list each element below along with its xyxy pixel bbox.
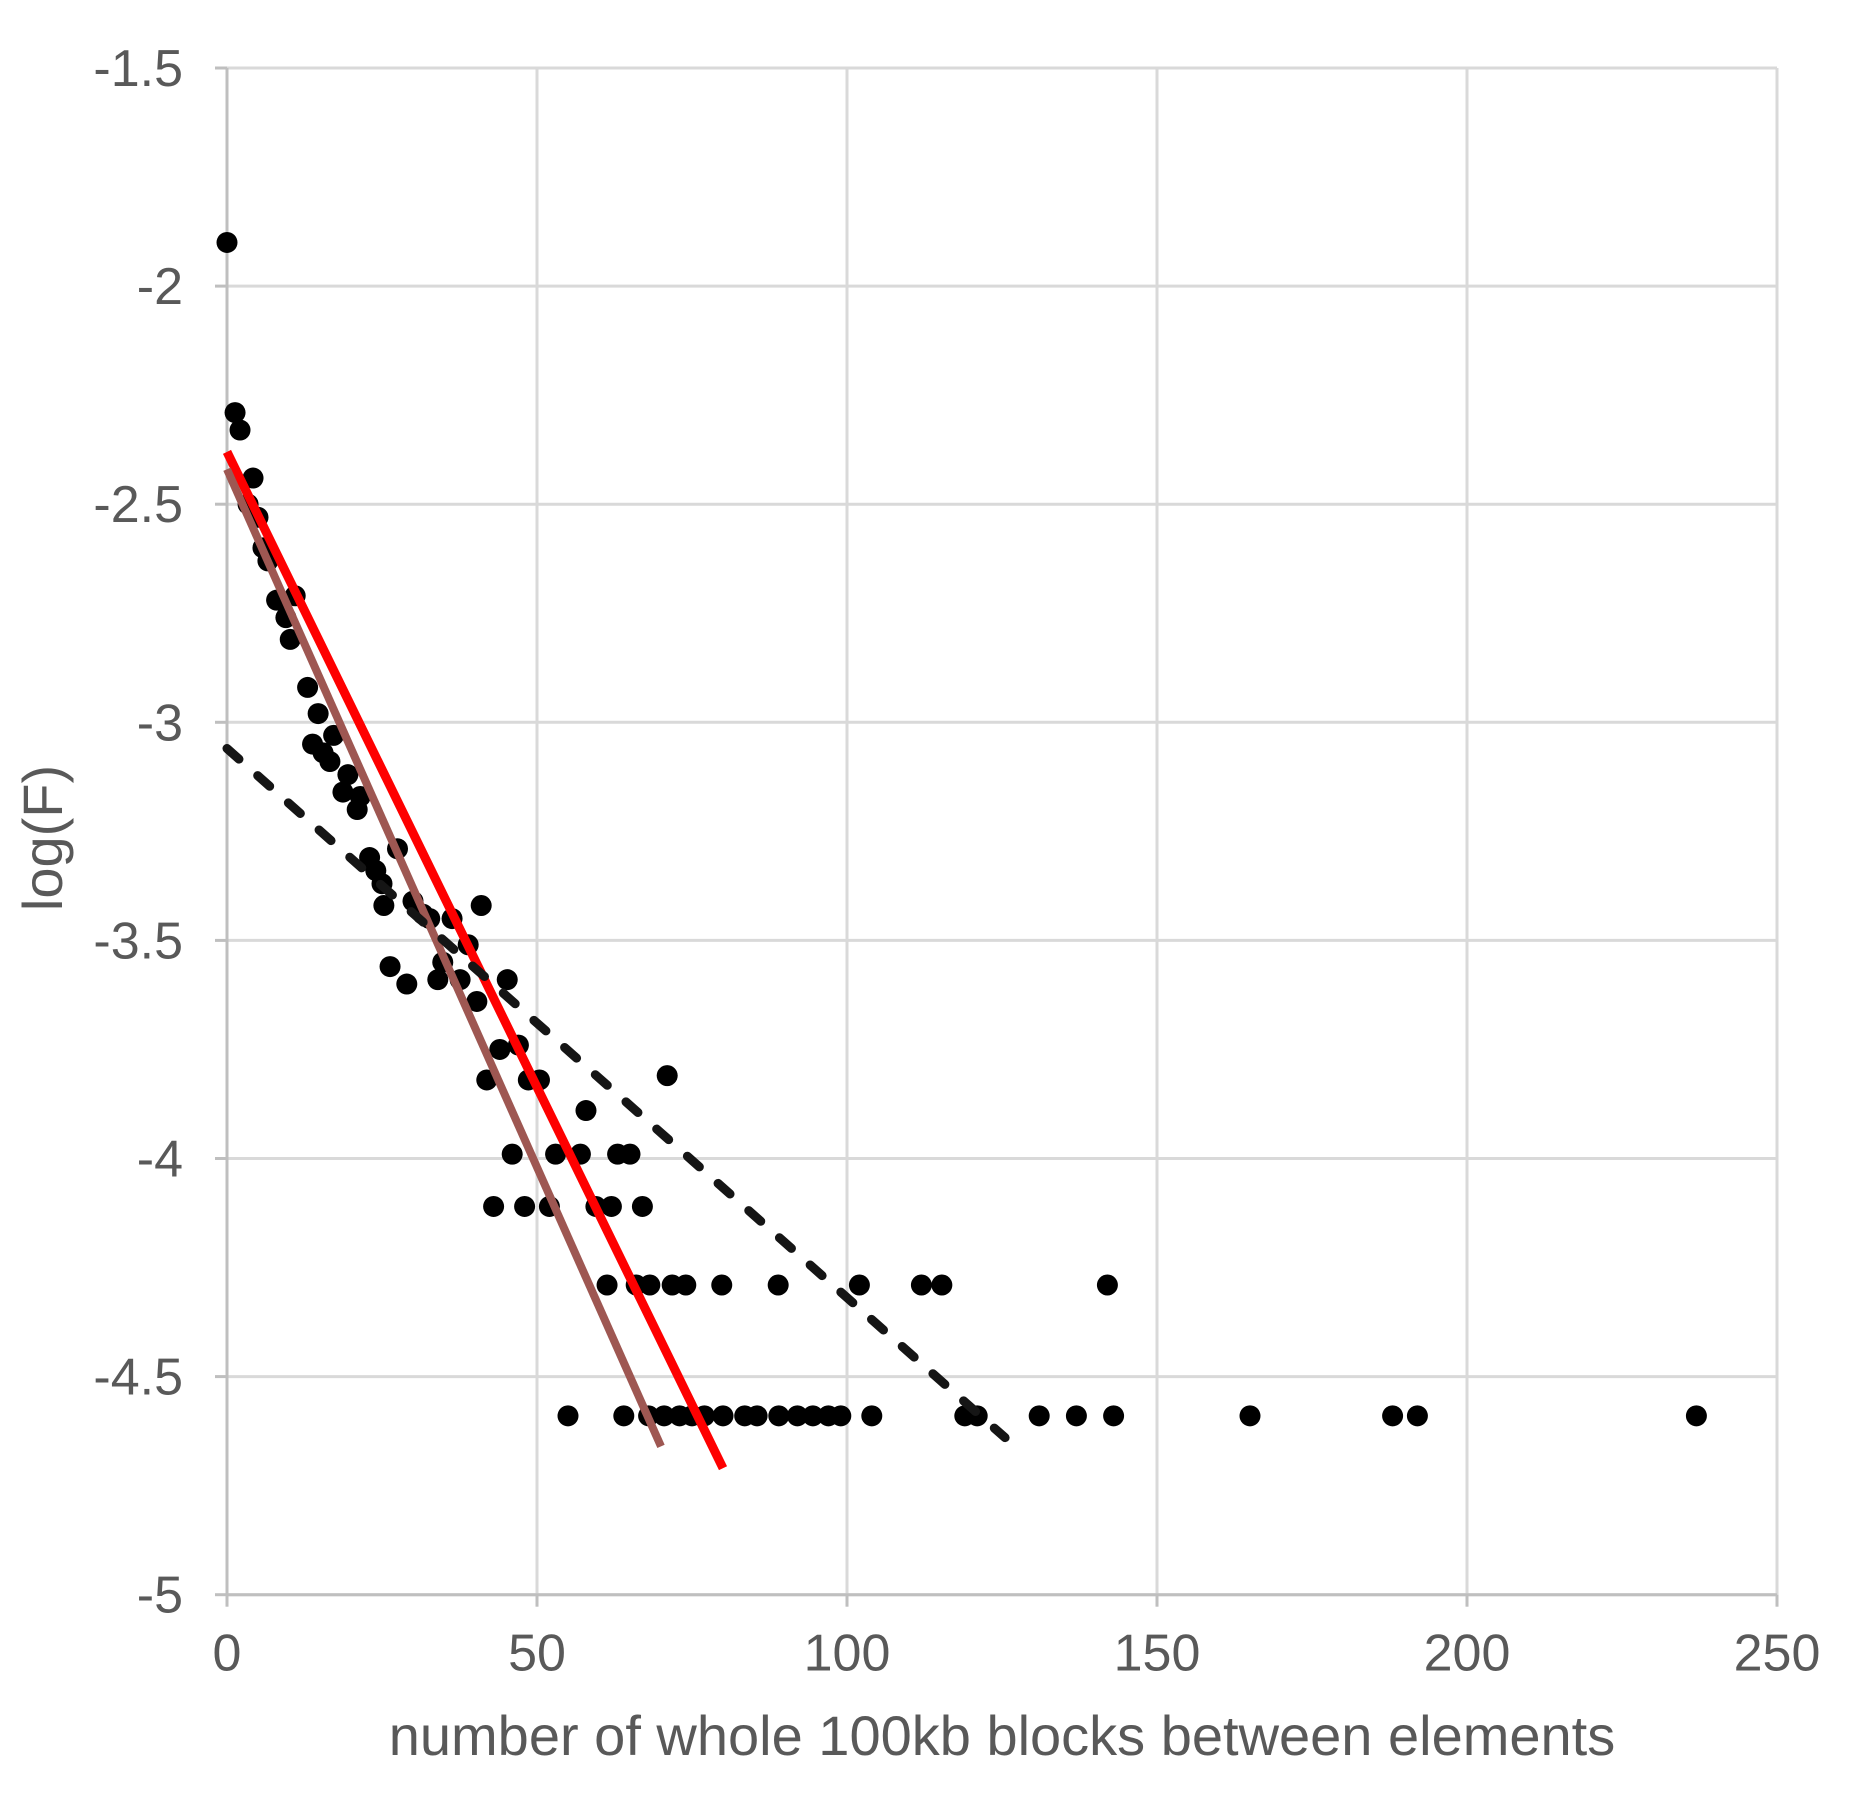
data-point bbox=[830, 1405, 852, 1427]
data-point bbox=[786, 1405, 808, 1427]
y-axis-title: log(F) bbox=[11, 765, 74, 911]
data-point bbox=[379, 956, 401, 978]
data-point bbox=[639, 1274, 661, 1296]
data-point bbox=[600, 1195, 622, 1217]
y-tick-label: -4.5 bbox=[93, 1349, 183, 1407]
data-point bbox=[768, 1405, 790, 1427]
y-tick-label: -5 bbox=[137, 1567, 183, 1625]
data-point bbox=[1406, 1405, 1428, 1427]
x-tick-label: 50 bbox=[508, 1625, 566, 1683]
data-point bbox=[489, 1038, 511, 1060]
x-tick-label: 200 bbox=[1424, 1625, 1511, 1683]
data-point bbox=[319, 751, 341, 773]
x-tick-label: 100 bbox=[804, 1625, 891, 1683]
data-point bbox=[675, 1274, 697, 1296]
data-point bbox=[307, 703, 329, 725]
data-point bbox=[712, 1405, 734, 1427]
data-point bbox=[910, 1274, 932, 1296]
data-point bbox=[575, 1100, 597, 1122]
data-point bbox=[466, 990, 488, 1012]
axes bbox=[215, 66, 1779, 1607]
data-point bbox=[427, 969, 449, 991]
data-point bbox=[931, 1274, 953, 1296]
red-regression-line bbox=[222, 449, 728, 1471]
data-point bbox=[619, 1143, 641, 1165]
data-point bbox=[346, 799, 368, 821]
y-tick-label: -1.5 bbox=[93, 40, 183, 98]
data-point bbox=[229, 419, 251, 441]
data-point bbox=[279, 628, 301, 650]
data-point bbox=[1685, 1405, 1707, 1427]
x-axis-title: number of whole 100kb blocks between ele… bbox=[389, 1704, 1616, 1767]
gridlines bbox=[225, 66, 1779, 1597]
y-tick-label: -4 bbox=[137, 1131, 183, 1189]
data-point bbox=[514, 1195, 536, 1217]
data-point bbox=[596, 1274, 618, 1296]
data-point bbox=[1065, 1405, 1087, 1427]
data-point bbox=[501, 1143, 523, 1165]
data-point bbox=[337, 764, 359, 786]
x-tick-label: 250 bbox=[1734, 1625, 1821, 1683]
data-point bbox=[297, 676, 319, 698]
data-point bbox=[711, 1274, 733, 1296]
data-point bbox=[496, 969, 518, 991]
data-point bbox=[1103, 1405, 1125, 1427]
data-point bbox=[848, 1274, 870, 1296]
data-point bbox=[1096, 1274, 1118, 1296]
data-point bbox=[656, 1065, 678, 1087]
data-point bbox=[1028, 1405, 1050, 1427]
dark-red-regression-line bbox=[223, 467, 665, 1449]
y-tick-label: -3 bbox=[137, 694, 183, 752]
data-points bbox=[216, 231, 1707, 1427]
data-point bbox=[767, 1274, 789, 1296]
data-point bbox=[1382, 1405, 1404, 1427]
data-point bbox=[483, 1195, 505, 1217]
data-point bbox=[224, 402, 246, 424]
data-point bbox=[373, 895, 395, 917]
data-point bbox=[216, 231, 238, 253]
x-tick-label: 0 bbox=[213, 1625, 242, 1683]
data-point bbox=[802, 1405, 824, 1427]
data-point bbox=[1239, 1405, 1261, 1427]
y-tick-label: -2 bbox=[137, 258, 183, 316]
data-point bbox=[557, 1405, 579, 1427]
data-point bbox=[613, 1405, 635, 1427]
y-tick-label: -3.5 bbox=[93, 912, 183, 970]
data-point bbox=[653, 1405, 675, 1427]
dashed-regression-line bbox=[222, 743, 1010, 1443]
data-point bbox=[470, 895, 492, 917]
data-point bbox=[861, 1405, 883, 1427]
data-point bbox=[545, 1143, 567, 1165]
data-point bbox=[746, 1405, 768, 1427]
trendlines bbox=[222, 449, 1010, 1471]
data-point bbox=[396, 973, 418, 995]
y-tick-label: -2.5 bbox=[93, 476, 183, 534]
data-point bbox=[242, 467, 264, 489]
data-point bbox=[332, 781, 354, 803]
data-point bbox=[631, 1195, 653, 1217]
x-tick-label: 150 bbox=[1114, 1625, 1201, 1683]
tick-labels: -1.5 -2 -2.5 -3 -3.5 -4 -4.5 -5 0 50 100 150 200 250 bbox=[93, 40, 1820, 1683]
